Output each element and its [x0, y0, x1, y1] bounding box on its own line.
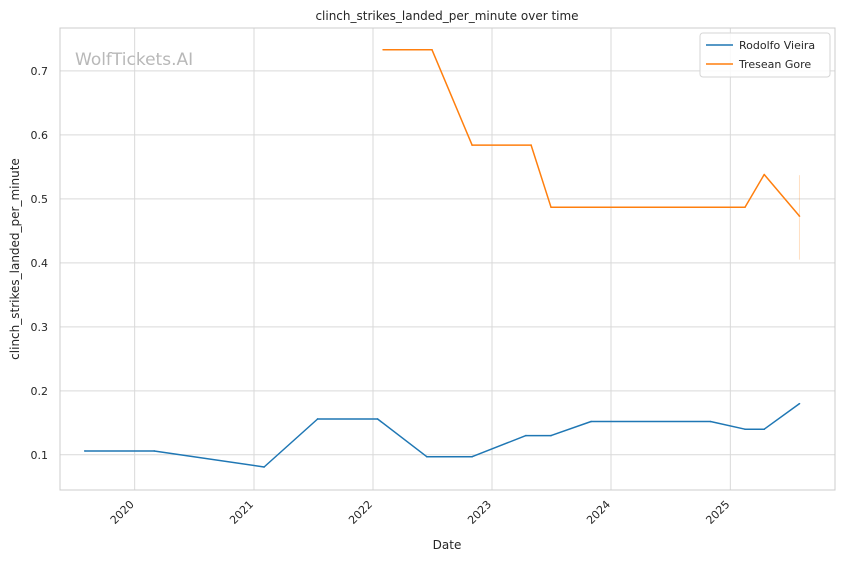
data-point-rodolfo-vieira: [590, 420, 592, 423]
data-point-tresean-gore: [550, 206, 552, 208]
y-tick-label: 0.6: [31, 129, 49, 142]
x-tick-label: 2022: [346, 498, 375, 527]
y-tick-label: 0.3: [31, 321, 49, 334]
data-point-tresean-gore: [431, 48, 433, 51]
x-tick-label: 2021: [227, 498, 256, 527]
data-point-rodolfo-vieira: [744, 428, 746, 431]
data-point-rodolfo-vieira: [471, 455, 473, 458]
data-point-tresean-gore: [471, 144, 473, 146]
data-point-rodolfo-vieira: [763, 428, 766, 431]
data-point-rodolfo-vieira: [316, 418, 319, 420]
series-layer: [83, 48, 801, 468]
plot-frame: [59, 27, 836, 491]
y-tick-label: 0.1: [31, 449, 49, 462]
series-line-rodolfo-vieira: [84, 402, 800, 468]
y-tick-label: 0.7: [31, 65, 49, 78]
chart-title: clinch_strikes_landed_per_minute over ti…: [315, 9, 578, 23]
series-line-tresean-gore: [383, 49, 801, 217]
legend-label-rodolfo-vieira: Rodolfo Vieira: [739, 39, 815, 52]
data-point-rodolfo-vieira: [798, 402, 801, 405]
data-point-rodolfo-vieira: [550, 434, 552, 437]
data-point-tresean-gore: [798, 215, 801, 217]
data-point-rodolfo-vieira: [525, 434, 527, 437]
data-point-tresean-gore: [763, 173, 766, 176]
data-point-rodolfo-vieira: [263, 466, 265, 468]
legend-label-tresean-gore: Tresean Gore: [738, 58, 811, 71]
data-point-rodolfo-vieira: [425, 455, 428, 458]
y-ticks: 0.1 0.2 0.3 0.4 0.5 0.6 0.7: [31, 65, 49, 462]
data-point-rodolfo-vieira: [376, 418, 379, 420]
x-tick-label: 2023: [465, 498, 494, 527]
plot-background: [60, 28, 835, 490]
data-point-tresean-gore: [530, 144, 532, 146]
x-tick-label: 2020: [108, 498, 137, 527]
x-ticks: 2020 2021 2022 2023 2024 2025: [108, 498, 733, 527]
y-tick-label: 0.2: [31, 385, 49, 398]
x-tick-label: 2025: [703, 498, 732, 527]
data-point-rodolfo-vieira: [709, 420, 712, 423]
data-point-rodolfo-vieira: [83, 450, 86, 452]
y-tick-label: 0.5: [31, 193, 49, 206]
x-axis-label: Date: [433, 538, 462, 552]
watermark: WolfTickets.AI: [75, 50, 193, 70]
grid: [60, 28, 835, 490]
x-tick-label: 2024: [584, 498, 613, 527]
legend-box: [699, 32, 831, 78]
legend: Rodolfo Vieira Tresean Gore: [699, 32, 831, 78]
y-axis-label: clinch_strikes_landed_per_minute: [8, 158, 22, 360]
data-point-rodolfo-vieira: [153, 450, 156, 452]
y-tick-label: 0.4: [31, 257, 49, 270]
data-point-tresean-gore: [744, 206, 746, 208]
data-point-tresean-gore: [382, 48, 384, 51]
